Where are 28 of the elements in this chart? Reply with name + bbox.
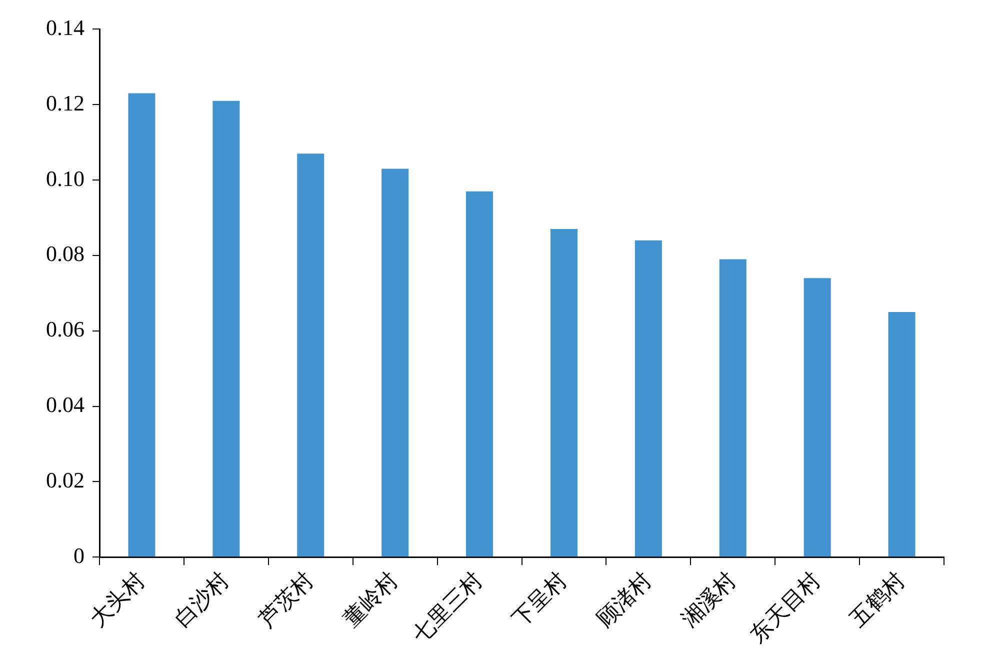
bar bbox=[212, 100, 240, 557]
x-tick-label: 湘溪村 bbox=[676, 567, 740, 632]
bar bbox=[719, 259, 746, 557]
x-tick-label: 董岭村 bbox=[338, 567, 403, 632]
x-tick-label: 下呈村 bbox=[507, 567, 572, 632]
x-tick-label: 芦茨村 bbox=[254, 567, 318, 632]
y-tick-label: 0 bbox=[74, 542, 84, 568]
x-tick-label: 七里三村 bbox=[407, 567, 488, 648]
x-tick-label: 大头村 bbox=[85, 567, 150, 632]
bar bbox=[888, 312, 916, 557]
bar bbox=[466, 191, 494, 557]
bar bbox=[128, 93, 156, 557]
y-tick-label: 0.02 bbox=[46, 467, 84, 492]
x-tick-label: 五鹤村 bbox=[845, 567, 910, 632]
y-tick-label: 0.12 bbox=[46, 90, 84, 116]
bar bbox=[550, 229, 578, 557]
x-tick-label: 白沙村 bbox=[169, 567, 234, 632]
y-tick-label: 0.08 bbox=[46, 241, 84, 266]
y-tick-label: 0.04 bbox=[46, 392, 84, 418]
x-tick-label: 东天目村 bbox=[745, 567, 825, 648]
bar bbox=[634, 240, 662, 557]
x-tick-label: 顾渚村 bbox=[592, 567, 656, 632]
y-tick-label: 0.14 bbox=[46, 14, 84, 40]
y-tick-label: 0.10 bbox=[46, 166, 84, 191]
bar bbox=[804, 278, 831, 557]
bar bbox=[297, 154, 324, 557]
y-tick-label: 0.06 bbox=[46, 316, 84, 342]
bar bbox=[382, 168, 409, 557]
